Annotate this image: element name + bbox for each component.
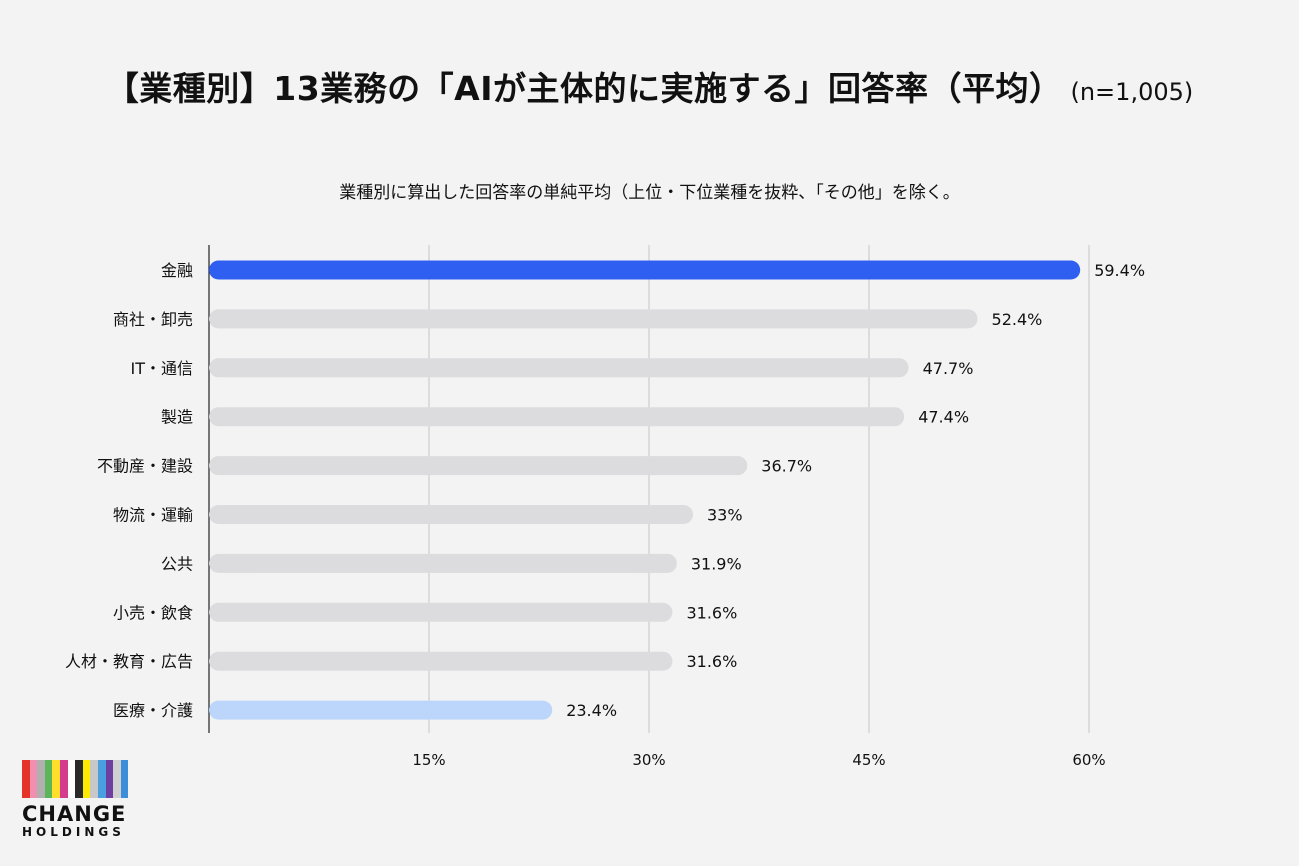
logo-stripe xyxy=(82,760,91,798)
x-tick-label: 60% xyxy=(1072,751,1105,769)
logo-stripe xyxy=(97,760,106,798)
data-label: 33% xyxy=(707,506,743,525)
logo-stripe xyxy=(44,760,53,798)
chart-title-note: (n=1,005) xyxy=(1070,78,1194,106)
category-label: 公共 xyxy=(161,554,193,573)
bar xyxy=(209,260,1081,280)
bar xyxy=(209,505,693,524)
logo-text-holdings: HOLDINGS xyxy=(22,825,125,839)
x-tick-label: 45% xyxy=(852,751,885,769)
category-label: 不動産・建設 xyxy=(97,457,193,476)
logo-stripe xyxy=(113,760,121,798)
logo-stripe xyxy=(29,760,38,798)
logo-stripe xyxy=(22,760,30,798)
logo-stripe xyxy=(67,760,76,798)
logo-stripe xyxy=(75,760,83,798)
x-tick-label: 30% xyxy=(632,751,665,769)
logo-stripe xyxy=(128,760,136,798)
data-label: 31.6% xyxy=(686,652,737,671)
logo-stripes xyxy=(22,760,136,798)
data-label: 31.6% xyxy=(686,603,737,622)
data-label: 47.7% xyxy=(923,359,974,378)
logo-stripe xyxy=(120,760,129,798)
bar xyxy=(209,309,978,329)
change-holdings-logo: CHANGE HOLDINGS xyxy=(22,760,138,846)
category-label: 金融 xyxy=(161,261,193,280)
bar xyxy=(209,456,748,476)
data-label: 47.4% xyxy=(918,408,969,427)
logo-stripe xyxy=(105,760,114,798)
bar xyxy=(209,358,909,378)
data-label: 59.4% xyxy=(1094,261,1145,280)
bar xyxy=(209,651,673,671)
logo-stripe xyxy=(59,760,68,798)
category-label: 人材・教育・広告 xyxy=(65,652,193,671)
logo-stripe xyxy=(90,760,98,798)
x-tick-label: 15% xyxy=(412,751,445,769)
bar xyxy=(209,700,553,720)
logo-stripe xyxy=(37,760,45,798)
data-label: 36.7% xyxy=(761,457,812,476)
category-label: 商社・卸売 xyxy=(113,310,193,329)
bar xyxy=(209,602,673,622)
category-label: IT・通信 xyxy=(131,359,194,378)
bar xyxy=(209,553,677,573)
bar xyxy=(209,407,905,427)
category-label: 医療・介護 xyxy=(113,701,193,720)
logo-text-change: CHANGE xyxy=(22,802,127,826)
chart-subtitle: 業種別に算出した回答率の単純平均（上位・下位業種を抜粋、「その他」を除く。 xyxy=(339,183,960,203)
category-label: 小売・飲食 xyxy=(113,603,193,622)
data-label: 52.4% xyxy=(992,310,1043,329)
category-label: 物流・運輸 xyxy=(113,506,193,525)
logo-stripe xyxy=(52,760,60,798)
chart-title-main: 【業種別】13業務の「AIが主体的に実施する」回答率（平均） xyxy=(105,69,1063,108)
chart-title: 【業種別】13業務の「AIが主体的に実施する」回答率（平均） (n=1,005) xyxy=(0,62,1299,110)
data-label: 31.9% xyxy=(691,554,742,573)
category-label: 製造 xyxy=(161,408,193,427)
data-label: 23.4% xyxy=(566,701,617,720)
